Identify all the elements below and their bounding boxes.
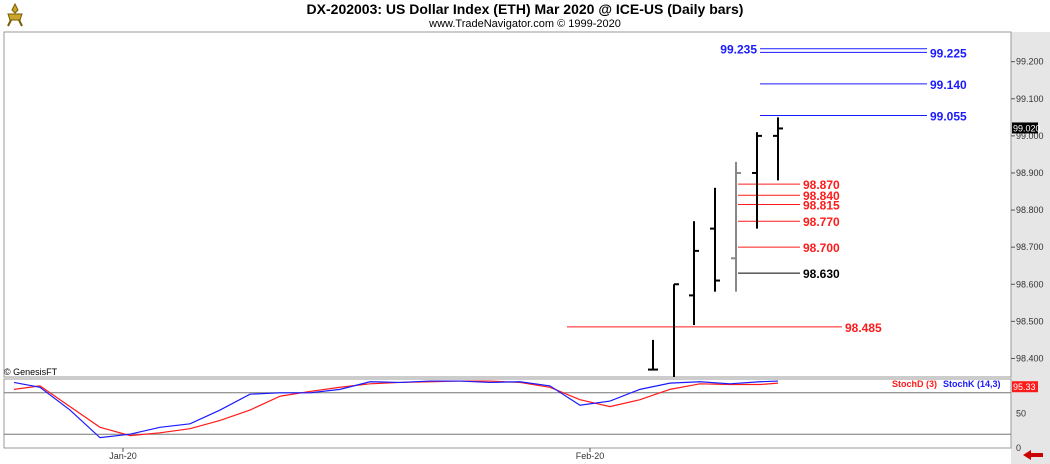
price-y-tick-label: 98.600 — [1016, 279, 1044, 289]
level-label: 98.630 — [803, 267, 840, 281]
x-axis-label: Jan-20 — [109, 451, 137, 461]
level-label: 98.870 — [803, 178, 840, 192]
level-label: 99.235 — [720, 43, 757, 57]
price-y-tick-label: 98.900 — [1016, 168, 1044, 178]
chart-subtitle: www.TradeNavigator.com © 1999-2020 — [429, 18, 621, 30]
price-plot-area — [3, 31, 1012, 378]
stoch-last-label: 95.33 — [1013, 382, 1036, 392]
last-price-label: 99.020 — [1013, 123, 1041, 133]
chart-title: DX-202003: US Dollar Index (ETH) Mar 202… — [306, 1, 744, 17]
ohlc-bar — [673, 283, 679, 377]
price-y-tick-label: 98.700 — [1016, 242, 1044, 252]
ohlc-bar — [710, 187, 720, 292]
stoch-y-tick-label: 0 — [1016, 443, 1021, 453]
level-label: 98.700 — [803, 241, 840, 255]
stoch-legend-d: StochD (3) — [892, 379, 937, 389]
level-label: 98.770 — [803, 215, 840, 229]
ohlc-bar — [648, 339, 658, 371]
level-label: 99.140 — [930, 78, 967, 92]
level-label: 99.055 — [930, 109, 967, 123]
stoch-plot-area — [3, 378, 1012, 449]
stoch-series-line — [13, 380, 779, 439]
level-label: 98.485 — [845, 321, 882, 335]
ohlc-bar — [731, 161, 741, 292]
ohlc-bar — [752, 132, 762, 229]
level-label: 99.225 — [930, 46, 967, 60]
trader-figure-icon — [7, 2, 23, 27]
level-label: 98.840 — [803, 189, 840, 203]
stoch-y-tick-label: 50 — [1016, 409, 1026, 419]
ohlc-bar — [689, 221, 699, 326]
left-arrow-icon[interactable] — [1022, 449, 1044, 461]
x-axis-label: Feb-20 — [576, 451, 605, 461]
price-y-tick-label: 99.200 — [1016, 57, 1044, 67]
level-label: 98.815 — [803, 199, 840, 213]
data-credit: © GenesisFT — [4, 367, 58, 377]
price-y-tick-label: 98.800 — [1016, 205, 1044, 215]
price-y-tick-label: 99.100 — [1016, 94, 1044, 104]
stoch-last-box — [1012, 381, 1038, 393]
ohlc-bar — [773, 117, 783, 181]
price-y-tick-label: 99.000 — [1016, 131, 1044, 141]
price-y-tick-label: 98.400 — [1016, 353, 1044, 363]
stoch-legend-k: StochK (14,3) — [943, 379, 1001, 389]
price-y-tick-label: 98.500 — [1016, 316, 1044, 326]
last-price-box — [1012, 122, 1038, 134]
